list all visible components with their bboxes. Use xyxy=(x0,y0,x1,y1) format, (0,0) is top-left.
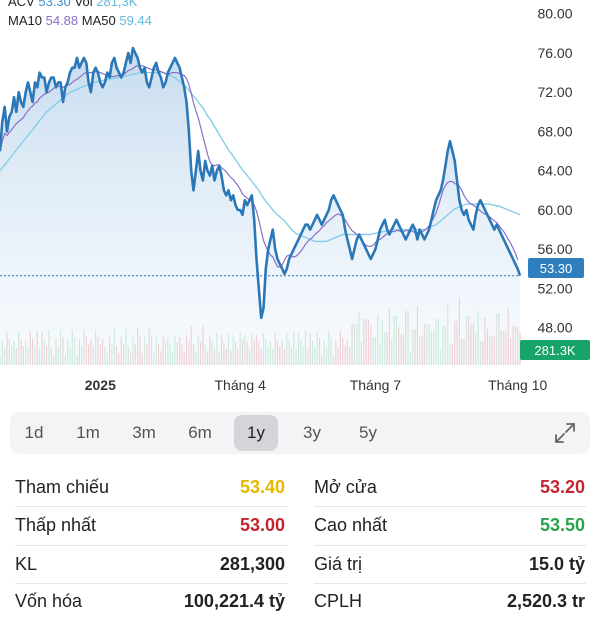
volume-badge-label: 281.3K xyxy=(534,343,576,358)
volume-badge: 281.3K xyxy=(520,340,590,360)
divider xyxy=(15,506,287,507)
y-tick-label: 76.00 xyxy=(537,45,572,61)
high-value: 53.50 xyxy=(539,515,585,535)
trade-value-label: Giá trị xyxy=(314,554,363,574)
ma50-line xyxy=(0,71,521,243)
low-label: Thấp nhất xyxy=(15,515,97,535)
legend-ma50-label: MA50 xyxy=(81,13,116,28)
tab-3m[interactable]: 3m xyxy=(132,423,156,442)
price-badge-label: 53.30 xyxy=(540,261,573,276)
volume-value: 281,300 xyxy=(219,554,285,574)
legend-ma10-label: MA10 xyxy=(8,13,42,28)
x-tick-label: 2025 xyxy=(85,377,116,393)
ref-label: Tham chiếu xyxy=(15,477,110,497)
y-tick-label: 68.00 xyxy=(537,124,572,140)
tab-1m[interactable]: 1m xyxy=(76,423,100,442)
divider xyxy=(314,583,586,584)
y-tick-label: 72.00 xyxy=(537,84,572,100)
x-tick-label: Tháng 10 xyxy=(488,377,547,393)
divider xyxy=(15,545,287,546)
tab-6m[interactable]: 6m xyxy=(188,423,212,442)
legend-ticker: ACV xyxy=(8,0,35,9)
tab-1d[interactable]: 1d xyxy=(24,423,44,442)
low-value: 53.00 xyxy=(239,515,285,535)
price-line xyxy=(0,46,522,320)
legend-ma50-value: 59.44 xyxy=(119,13,152,28)
y-tick-label: 64.00 xyxy=(537,163,572,179)
open-label: Mở cửa xyxy=(314,477,377,497)
expand-icon[interactable] xyxy=(552,420,578,446)
trade-value-value: 15.0 tỷ xyxy=(528,554,585,574)
chart-legend-line1: ACV 53.30 Vol 281,3K xyxy=(8,0,137,9)
volume-label: KL xyxy=(15,554,38,574)
shares-value: 2,520.3 tr xyxy=(506,591,585,611)
timeframe-selector: 1d 1m 3m 6m 1y 3y 5y xyxy=(10,412,590,454)
legend-vol-value: 281,3K xyxy=(96,0,138,9)
ref-value: 53.40 xyxy=(239,477,285,497)
legend-ma10-value: 54.88 xyxy=(45,13,79,28)
shares-label: CPLH xyxy=(314,591,363,611)
stats-row-1: Tham chiếu 53.40 Mở cửa 53.20 xyxy=(0,467,600,505)
y-tick-label: 56.00 xyxy=(537,241,572,257)
stats-row-2: Thấp nhất 53.00 Cao nhất 53.50 xyxy=(0,505,600,543)
x-tick-label: Tháng 4 xyxy=(215,377,267,393)
y-tick-label: 80.00 xyxy=(537,6,572,22)
stats-row-3: KL 281,300 Giá trị 15.0 tỷ xyxy=(0,544,600,582)
y-tick-label: 48.00 xyxy=(537,320,572,336)
high-label: Cao nhất xyxy=(314,515,388,535)
price-area xyxy=(0,48,520,365)
legend-price: 53.30 xyxy=(38,0,71,9)
y-axis-ticks: 80.00 76.00 72.00 68.00 64.00 60.00 56.00 52.00… xyxy=(537,6,572,336)
price-badge: 53.30 xyxy=(528,258,584,278)
x-tick-label: Tháng 7 xyxy=(350,377,402,393)
y-tick-label: 52.00 xyxy=(537,281,572,297)
market-cap-value: 100,221.4 tỷ xyxy=(183,591,285,611)
chart-legend-line2: MA10 54.88 MA50 59.44 xyxy=(8,13,152,28)
price-chart[interactable]: 80.00 76.00 72.00 68.00 64.00 60.00 56.00 52.00… xyxy=(0,0,600,400)
divider xyxy=(314,506,586,507)
market-cap-label: Vốn hóa xyxy=(15,591,83,611)
tab-5y[interactable]: 5y xyxy=(359,423,377,442)
divider xyxy=(15,583,287,584)
x-axis-ticks: 2025 Tháng 4 Tháng 7 Tháng 10 xyxy=(85,377,548,393)
stats-row-4: Vốn hóa 100,221.4 tỷ CPLH 2,520.3 tr xyxy=(0,582,600,620)
legend-vol-label: Vol xyxy=(74,0,93,9)
divider xyxy=(314,545,586,546)
tab-3y[interactable]: 3y xyxy=(303,423,321,442)
open-value: 53.20 xyxy=(539,477,585,497)
tab-1y[interactable]: 1y xyxy=(234,415,278,451)
y-tick-label: 60.00 xyxy=(537,202,572,218)
